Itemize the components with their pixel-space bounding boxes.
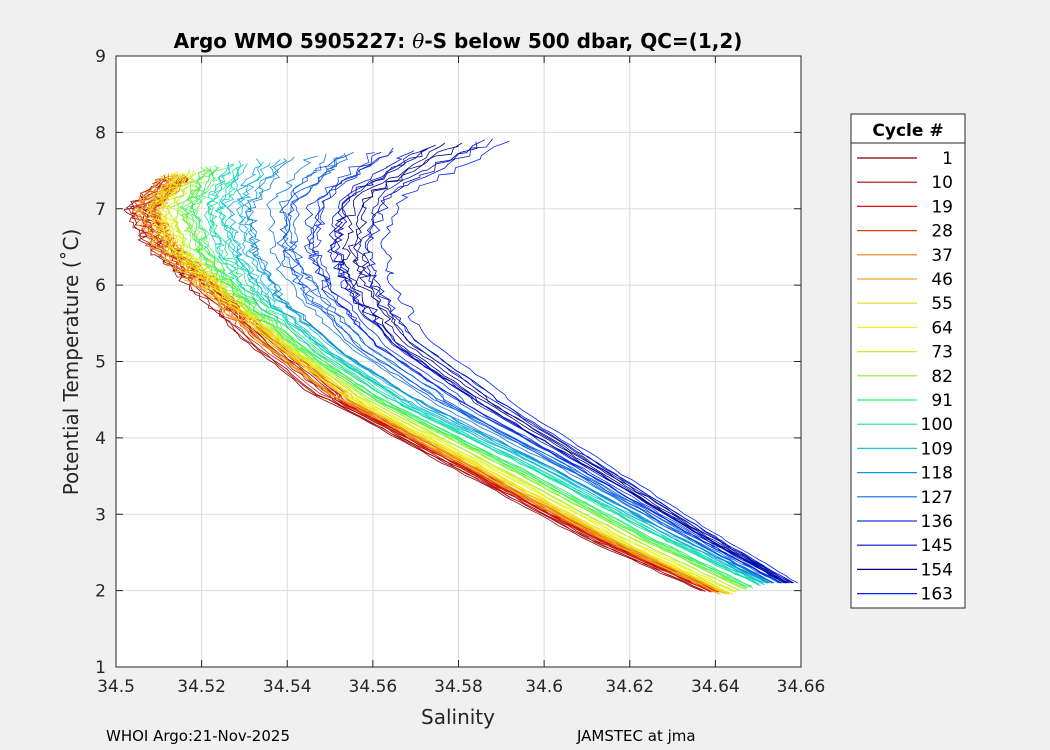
- profile-cycle-69: [162, 172, 737, 592]
- legend-entry-label: 55: [931, 294, 953, 314]
- profile-cycle-25: [131, 176, 712, 593]
- profile-cycle-129: [288, 153, 781, 584]
- profile-cycle-93: [190, 166, 753, 587]
- x-tick-label: 34.54: [263, 677, 312, 697]
- profile-cycle-51: [136, 173, 721, 595]
- legend-box: [850, 113, 966, 609]
- legend-entry-label: 82: [931, 367, 953, 387]
- profile-cycle-55: [160, 174, 734, 595]
- profile-cycle-145: [334, 148, 789, 584]
- legend-title: Cycle #: [872, 121, 943, 141]
- legend-entry-label: 28: [931, 222, 953, 242]
- legend-entry-label: 136: [921, 512, 953, 532]
- y-tick-label: 5: [95, 353, 106, 373]
- profile-cycle-137: [312, 150, 786, 584]
- y-tick-label: 9: [95, 47, 106, 67]
- legend-entry-label: 163: [921, 585, 953, 605]
- profile-cycle-63: [145, 173, 729, 594]
- profile-cycle-155: [347, 142, 789, 584]
- profile-cycle-85: [180, 166, 748, 589]
- profile-cycle-37: [135, 177, 719, 594]
- y-tick-label: 6: [95, 276, 106, 296]
- profile-cycle-3: [123, 178, 702, 592]
- profile-cycle-141: [308, 147, 781, 584]
- profile-cycle-105: [204, 162, 760, 585]
- profile-lines: [123, 138, 798, 595]
- legend-entry-label: 145: [921, 536, 953, 556]
- profile-cycle-161: [366, 138, 792, 584]
- profile-cycle-45: [131, 172, 719, 595]
- legend-entry-label: 37: [931, 246, 953, 266]
- profile-cycle-91: [191, 165, 752, 588]
- profile-cycle-109: [217, 160, 766, 584]
- profile-cycle-151: [352, 146, 793, 584]
- profile-cycle-79: [178, 168, 746, 590]
- profile-cycle-71: [172, 170, 741, 592]
- footer-credit: JAMSTEC at jma: [576, 727, 696, 745]
- x-tick-label: 34.64: [691, 677, 740, 697]
- profile-cycle-103: [206, 163, 760, 585]
- footer-source: WHOI Argo:21-Nov-2025: [106, 727, 290, 745]
- y-tick-label: 7: [95, 200, 106, 220]
- x-tick-label: 34.52: [177, 677, 226, 697]
- x-axis-label: Salinity: [421, 705, 495, 729]
- y-tick-label: 3: [95, 505, 106, 525]
- profile-cycle-125: [278, 153, 779, 584]
- legend-entry-label: 1: [942, 149, 953, 169]
- y-tick-label: 1: [95, 658, 106, 678]
- profile-cycle-149: [329, 144, 785, 584]
- x-tick-label: 34.62: [605, 677, 654, 697]
- x-tick-label: 34.58: [434, 677, 483, 697]
- x-tick-label: 34.6: [525, 677, 563, 697]
- profile-cycle-159: [357, 139, 790, 584]
- profile-cycle-89: [184, 168, 749, 588]
- profile-cycle-157: [363, 141, 795, 584]
- profile-cycle-97: [207, 164, 760, 586]
- profile-cycle-131: [276, 155, 773, 584]
- profile-cycle-13: [125, 175, 706, 592]
- profile-cycle-75: [166, 169, 740, 591]
- legend-entry-label: 91: [931, 391, 953, 411]
- legend-entry-label: 109: [921, 439, 953, 459]
- legend-entry-label: 19: [931, 197, 953, 217]
- profile-cycle-121: [247, 156, 768, 584]
- x-tick-label: 34.5: [97, 677, 135, 697]
- y-tick-label: 2: [95, 582, 106, 602]
- profile-cycle-133: [282, 151, 774, 584]
- y-tick-label: 8: [95, 123, 106, 143]
- legend-entry-label: 46: [931, 270, 953, 290]
- legend-entry-label: 100: [921, 415, 953, 435]
- x-tick-label: 34.56: [349, 677, 398, 697]
- y-axis-label: Potential Temperature (˚C): [59, 229, 83, 496]
- y-tick-label: 4: [95, 429, 106, 449]
- legend-entry-label: 118: [921, 464, 953, 484]
- legend-entry-label: 73: [931, 343, 953, 363]
- profile-cycle-139: [306, 152, 781, 584]
- legend-entry-label: 154: [921, 560, 953, 580]
- profile-cycle-107: [222, 163, 769, 584]
- legend: Cycle # 1 10 19 28 37 46 55 64 73 82 91 100 109 118 127…: [850, 113, 966, 609]
- profile-cycle-113: [236, 162, 771, 584]
- profile-cycle-81: [177, 166, 745, 590]
- profile-cycle-61: [150, 174, 730, 594]
- legend-entry-label: 127: [921, 488, 953, 508]
- legend-entry-label: 10: [931, 173, 953, 193]
- profile-cycle-115: [226, 158, 764, 584]
- profile-cycle-111: [237, 161, 773, 584]
- profile-cycle-87: [179, 166, 747, 589]
- profile-cycle-67: [158, 172, 735, 593]
- x-tick-label: 34.66: [777, 677, 826, 697]
- legend-entry-label: 64: [931, 318, 953, 338]
- chart-title: Argo WMO 5905227: θ-S below 500 dbar, QC…: [174, 29, 743, 53]
- profile-cycle-153: [341, 142, 786, 584]
- profile-cycle-163: [380, 140, 798, 584]
